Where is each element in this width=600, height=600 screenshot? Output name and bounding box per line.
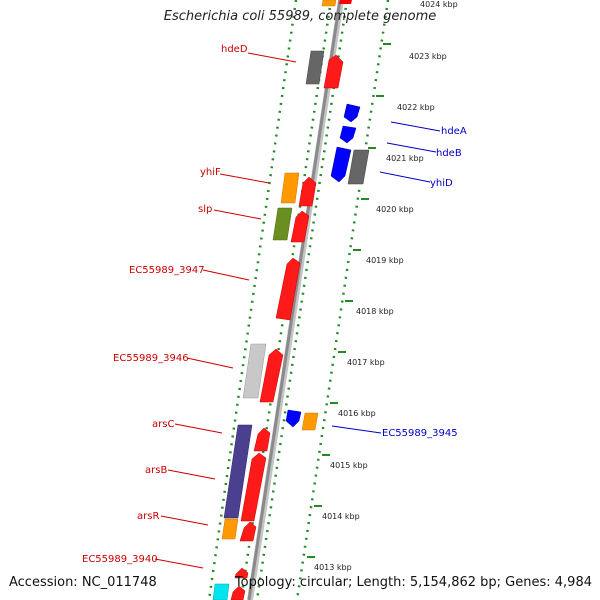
gene-feature: [321, 0, 337, 7]
leader-line: [202, 269, 250, 281]
outer-left-track-line: [207, 0, 298, 600]
gene-label: arsR: [137, 511, 159, 522]
leader-line: [174, 423, 223, 434]
map-title: Escherichia coli 55989, complete genome: [163, 9, 437, 24]
gene-feature: [305, 50, 325, 85]
gene-label: arsC: [152, 419, 174, 430]
gene-feature: [343, 103, 361, 123]
leader-line: [160, 515, 209, 526]
gene-feature: [212, 583, 230, 600]
gene-label: EC55989_3945: [382, 428, 458, 439]
gene-label: arsB: [145, 465, 167, 476]
gene-feature: [330, 146, 352, 183]
tick-label: 4014 kbp: [322, 512, 360, 521]
gene-feature: [339, 0, 352, 4]
leader-line: [213, 209, 262, 220]
leader-line: [154, 558, 204, 569]
gene-feature: [272, 207, 293, 241]
gene-feature: [253, 427, 271, 452]
gene-feature: [234, 567, 249, 579]
leader-line: [167, 469, 216, 480]
gene-label: hdeA: [441, 126, 467, 137]
gene-feature: [285, 409, 302, 428]
gene-feature: [230, 585, 246, 600]
tick-label: 4020 kbp: [376, 205, 414, 214]
leader-line: [379, 171, 431, 183]
tick-label: 4022 kbp: [397, 103, 435, 112]
gene-label: EC55989_3946: [113, 353, 189, 364]
gene-feature: [323, 54, 344, 89]
track-tick-marks: [307, 43, 391, 558]
gene-feature: [242, 343, 267, 399]
tick-label: 4024 kbp: [420, 0, 458, 9]
tick-label: 4019 kbp: [366, 256, 404, 265]
gene-label: yhiF: [200, 167, 221, 178]
gene-label: yhiD: [430, 178, 453, 189]
tick-label: 4015 kbp: [330, 461, 368, 470]
gene-features: [212, 0, 352, 600]
tick-label: 4021 kbp: [386, 154, 424, 163]
gene-feature: [347, 149, 370, 185]
gene-feature: [239, 521, 257, 542]
gene-feature: [259, 348, 284, 403]
leader-line: [390, 121, 441, 132]
tick-label: 4017 kbp: [347, 358, 385, 367]
gene-label: EC55989_3947: [129, 265, 205, 276]
gene-feature: [298, 176, 317, 207]
genome-backbone-core: [247, 0, 342, 600]
gene-label: hdeD: [221, 44, 248, 55]
accession-text: Accession: NC_011748: [9, 575, 157, 590]
leader-line: [331, 425, 382, 434]
gene-label: slp: [198, 204, 212, 215]
leader-line: [219, 173, 270, 184]
gene-feature: [240, 452, 267, 522]
inner-right-track-line: [255, 0, 349, 600]
gene-label: EC55989_3940: [82, 554, 158, 565]
tick-label: 4016 kbp: [338, 409, 376, 418]
leader-line: [386, 142, 437, 153]
gene-feature: [280, 172, 300, 204]
outer-right-track-line: [295, 0, 390, 600]
topology-text: Topology: circular; Length: 5,154,862 bp…: [234, 575, 592, 590]
leader-line: [247, 52, 297, 63]
gene-feature: [221, 518, 239, 540]
leader-line: [186, 357, 234, 369]
gene-feature: [275, 257, 301, 321]
gene-feature: [339, 125, 357, 144]
tick-label: 4023 kbp: [409, 52, 447, 61]
leader-lines: [154, 52, 441, 569]
tick-label: 4018 kbp: [356, 307, 394, 316]
gene-feature: [290, 210, 310, 243]
tick-label: 4013 kbp: [314, 563, 352, 572]
reverse-gene-features: [285, 103, 370, 431]
gene-feature: [223, 424, 253, 519]
gene-label: hdeB: [436, 148, 462, 159]
gene-feature: [301, 412, 319, 431]
